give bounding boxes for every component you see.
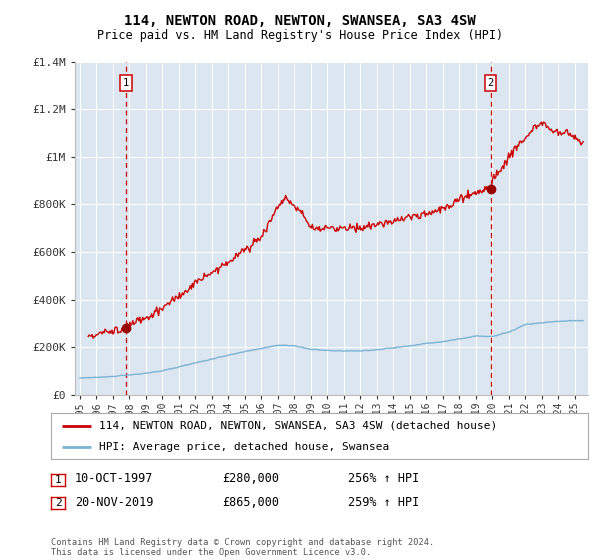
Text: 2: 2 <box>55 498 62 508</box>
Text: Contains HM Land Registry data © Crown copyright and database right 2024.
This d: Contains HM Land Registry data © Crown c… <box>51 538 434 557</box>
Text: £865,000: £865,000 <box>222 496 279 509</box>
Text: HPI: Average price, detached house, Swansea: HPI: Average price, detached house, Swan… <box>100 442 389 452</box>
Text: £280,000: £280,000 <box>222 472 279 486</box>
Text: Price paid vs. HM Land Registry's House Price Index (HPI): Price paid vs. HM Land Registry's House … <box>97 29 503 42</box>
Text: 1: 1 <box>122 78 129 88</box>
Text: 114, NEWTON ROAD, NEWTON, SWANSEA, SA3 4SW (detached house): 114, NEWTON ROAD, NEWTON, SWANSEA, SA3 4… <box>100 421 497 431</box>
Text: 10-OCT-1997: 10-OCT-1997 <box>75 472 154 486</box>
Text: 20-NOV-2019: 20-NOV-2019 <box>75 496 154 509</box>
Text: 259% ↑ HPI: 259% ↑ HPI <box>348 496 419 509</box>
Text: 1: 1 <box>55 475 62 484</box>
Text: 2: 2 <box>487 78 494 88</box>
Text: 114, NEWTON ROAD, NEWTON, SWANSEA, SA3 4SW: 114, NEWTON ROAD, NEWTON, SWANSEA, SA3 4… <box>124 14 476 28</box>
Text: 256% ↑ HPI: 256% ↑ HPI <box>348 472 419 486</box>
